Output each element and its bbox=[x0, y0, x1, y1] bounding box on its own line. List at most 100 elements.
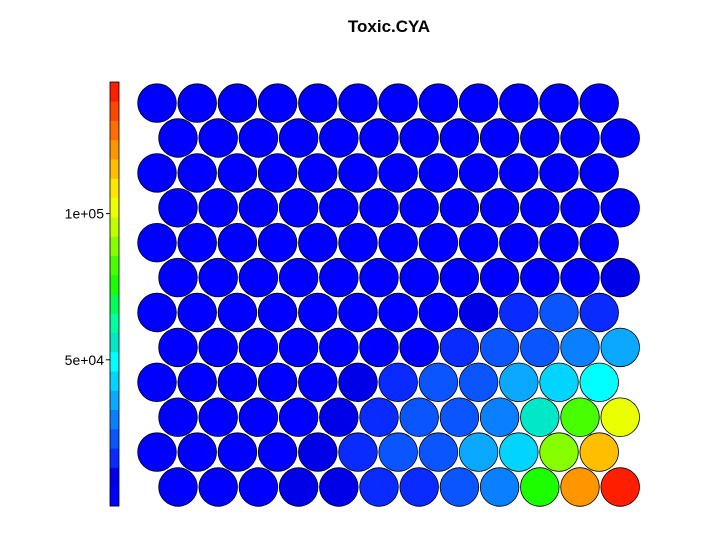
som-cell bbox=[520, 397, 560, 437]
som-cell bbox=[359, 118, 399, 158]
som-cell bbox=[479, 118, 520, 158]
color-scale-ticks: 5e+04 1e+05 bbox=[65, 206, 110, 368]
som-cell bbox=[238, 118, 279, 158]
som-cell bbox=[499, 362, 539, 402]
som-cell bbox=[579, 292, 619, 333]
som-cell bbox=[439, 118, 480, 158]
som-cell bbox=[177, 153, 217, 193]
som-cell bbox=[560, 118, 600, 158]
som-cell bbox=[359, 467, 399, 507]
som-cell bbox=[359, 257, 399, 298]
som-cell bbox=[319, 257, 359, 298]
color-scale-segment bbox=[110, 390, 119, 411]
som-cell bbox=[137, 153, 177, 193]
som-cell bbox=[137, 432, 177, 472]
som-cell bbox=[137, 292, 177, 333]
som-cell bbox=[278, 118, 319, 158]
som-cell bbox=[338, 153, 378, 193]
som-cell bbox=[560, 188, 600, 228]
color-scale-segment bbox=[110, 236, 119, 256]
som-cell bbox=[458, 153, 499, 193]
som-cell bbox=[137, 83, 177, 123]
color-scale-tick-label: 1e+05 bbox=[65, 206, 105, 222]
som-cell bbox=[579, 432, 619, 472]
som-cell bbox=[499, 292, 539, 333]
som-cell bbox=[278, 327, 319, 368]
som-cell-grid bbox=[137, 83, 640, 507]
som-cell bbox=[600, 467, 640, 507]
som-cell bbox=[217, 222, 258, 263]
color-scale-segment bbox=[110, 294, 119, 314]
color-scale-segment bbox=[110, 428, 119, 449]
som-cell bbox=[439, 188, 480, 228]
som-cell bbox=[378, 292, 418, 333]
som-cell bbox=[600, 188, 640, 228]
som-cell bbox=[257, 362, 298, 402]
color-scale-segment bbox=[110, 197, 119, 218]
color-scale-segment bbox=[110, 371, 119, 391]
som-cell bbox=[158, 118, 198, 158]
color-scale-tick-label: 5e+04 bbox=[65, 352, 105, 368]
som-cell bbox=[499, 222, 539, 263]
som-cell bbox=[198, 327, 238, 368]
som-cell bbox=[177, 292, 217, 333]
color-scale-segment bbox=[110, 82, 119, 102]
som-cell bbox=[298, 153, 338, 193]
som-cell bbox=[600, 257, 640, 298]
som-cell bbox=[439, 327, 480, 368]
som-cell bbox=[137, 222, 177, 263]
som-cell bbox=[520, 188, 560, 228]
color-scale-segment bbox=[110, 255, 119, 276]
som-cell bbox=[520, 327, 560, 368]
som-cell bbox=[520, 467, 560, 507]
som-cell bbox=[257, 432, 298, 472]
som-cell bbox=[399, 327, 439, 368]
som-cell bbox=[539, 153, 579, 193]
som-cell bbox=[319, 118, 359, 158]
som-cell bbox=[458, 83, 499, 123]
som-cell bbox=[458, 362, 499, 402]
som-cell bbox=[499, 153, 539, 193]
som-cell bbox=[499, 83, 539, 123]
color-scale-segment bbox=[110, 448, 119, 468]
som-cell bbox=[198, 188, 238, 228]
som-cell bbox=[217, 362, 258, 402]
som-cell bbox=[479, 257, 520, 298]
som-cell bbox=[158, 327, 198, 368]
som-cell bbox=[278, 467, 319, 507]
som-cell bbox=[137, 362, 177, 402]
som-cell bbox=[499, 432, 539, 472]
som-cell bbox=[600, 327, 640, 368]
som-cell bbox=[338, 432, 378, 472]
color-scale-segment bbox=[110, 332, 119, 353]
som-cell bbox=[338, 362, 378, 402]
color-scale-segment bbox=[110, 139, 119, 160]
som-cell bbox=[298, 83, 338, 123]
som-cell bbox=[418, 292, 459, 333]
som-cell bbox=[238, 397, 279, 437]
som-cell bbox=[298, 292, 338, 333]
som-cell bbox=[418, 222, 459, 263]
som-cell bbox=[539, 362, 579, 402]
som-cell bbox=[319, 467, 359, 507]
som-cell bbox=[539, 432, 579, 472]
som-cell bbox=[158, 467, 198, 507]
som-cell bbox=[600, 118, 640, 158]
som-cell bbox=[418, 432, 459, 472]
som-cell bbox=[560, 397, 600, 437]
som-cell bbox=[238, 467, 279, 507]
som-cell bbox=[378, 222, 418, 263]
som-cell bbox=[217, 153, 258, 193]
som-cell bbox=[378, 432, 418, 472]
som-cell bbox=[600, 397, 640, 437]
som-cell bbox=[359, 397, 399, 437]
som-cell bbox=[319, 327, 359, 368]
som-cell bbox=[378, 83, 418, 123]
som-cell bbox=[298, 362, 338, 402]
som-cell bbox=[217, 432, 258, 472]
som-cell bbox=[399, 257, 439, 298]
som-cell bbox=[278, 397, 319, 437]
som-cell bbox=[479, 397, 520, 437]
som-cell bbox=[520, 118, 560, 158]
